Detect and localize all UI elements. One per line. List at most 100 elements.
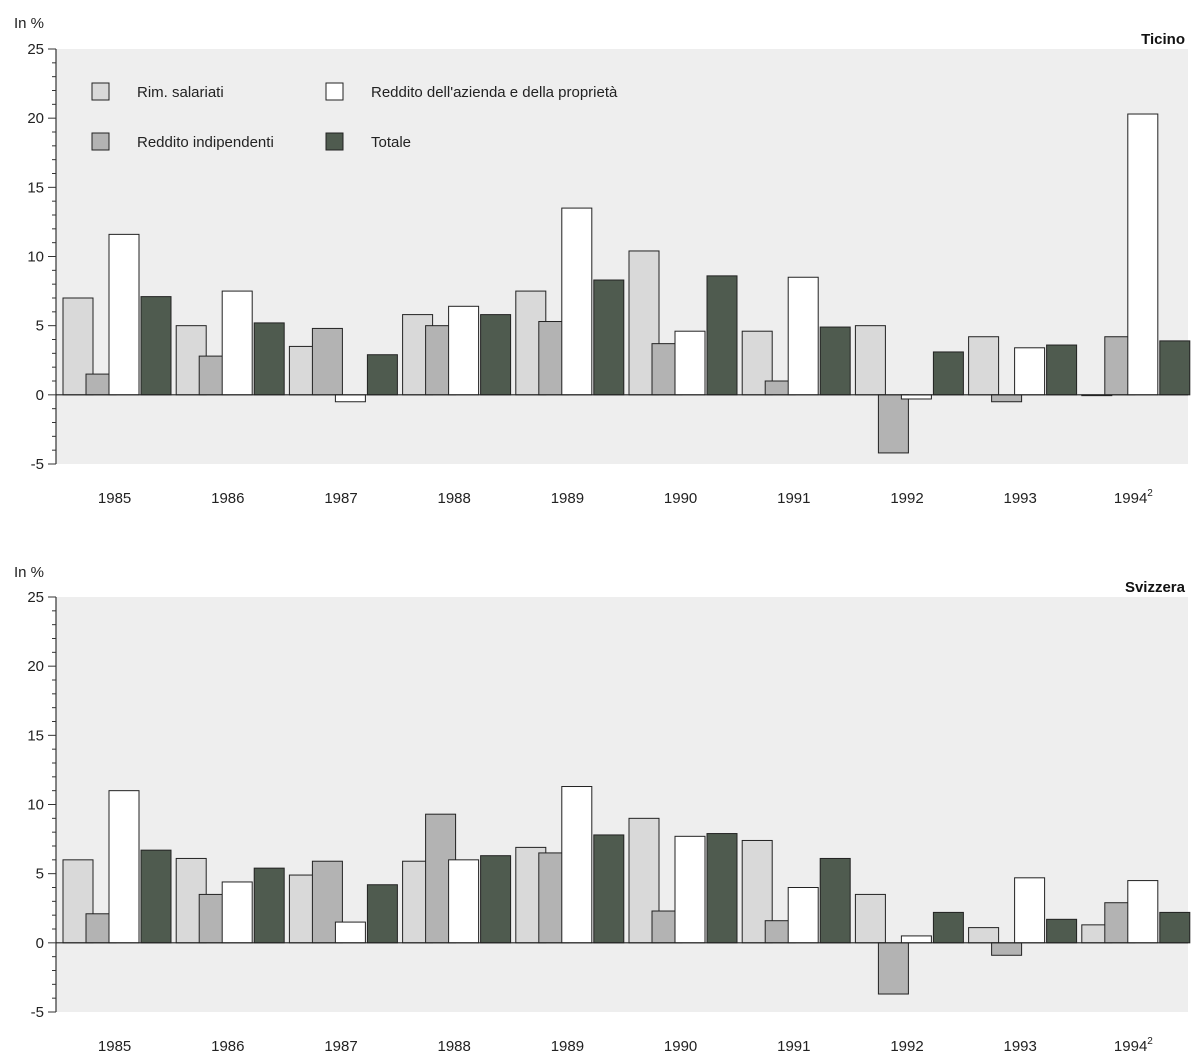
bar-reddito-indipendenti-1993 — [991, 942, 1023, 956]
bar-rim-salariati-1992 — [854, 893, 886, 944]
y-tick-label: 5 — [36, 866, 44, 883]
chart-panel-1: -5 0 5 10 15 20 25 In % Ticino 1985 1986 1987 1988 19… — [14, 15, 1191, 507]
bar-reddito-dell-azienda-e-della-propriet-1993 — [1014, 877, 1046, 944]
bar-reddito-dell-azienda-e-della-propriet-1987 — [334, 921, 366, 944]
bar-reddito-dell-azienda-e-della-propriet-1994 — [1127, 113, 1159, 396]
bar-totale-1988 — [480, 855, 512, 944]
bar-rim-salariati-1992 — [854, 325, 886, 396]
y-tick-label: 5 — [36, 318, 44, 335]
y-tick-label: 25 — [27, 589, 44, 606]
x-tick-label: 1989 — [551, 490, 584, 507]
y-tick-label: 15 — [27, 727, 44, 744]
x-tick-label: 1987 — [324, 490, 357, 507]
x-tick-label: 1992 — [890, 490, 923, 507]
bar-reddito-dell-azienda-e-della-propriet-1987 — [334, 394, 366, 403]
legend: Rim. salariati Reddito indipendenti Reddit… — [91, 82, 618, 151]
y-tick-label: 10 — [27, 249, 44, 266]
bar-reddito-dell-azienda-e-della-propriet-1988 — [448, 859, 480, 944]
x-tick-label: 1987 — [324, 1038, 357, 1055]
bar-reddito-dell-azienda-e-della-propriet-1991 — [787, 887, 819, 944]
x-tick-label: 1988 — [438, 490, 471, 507]
y-tick-label: 0 — [36, 935, 44, 952]
bar-reddito-dell-azienda-e-della-propriet-1990 — [674, 835, 706, 944]
x-tick-label: 19942 — [1114, 1036, 1153, 1055]
legend-swatch — [91, 132, 110, 151]
bar-rim-salariati-1993 — [968, 336, 1000, 396]
x-tick-label: 1986 — [211, 1038, 244, 1055]
bar-reddito-dell-azienda-e-della-propriet-1989 — [561, 786, 593, 944]
bar-reddito-indipendenti-1993 — [991, 394, 1023, 403]
x-tick-label: 1992 — [890, 1038, 923, 1055]
x-tick-label: 1991 — [777, 1038, 810, 1055]
bar-reddito-dell-azienda-e-della-propriet-1991 — [787, 276, 819, 396]
panel-title: Svizzera — [1125, 579, 1186, 596]
x-tick-superscript: 2 — [1147, 488, 1153, 499]
bar-totale-1986 — [253, 322, 285, 396]
bar-reddito-dell-azienda-e-della-propriet-1986 — [221, 881, 253, 944]
bar-reddito-dell-azienda-e-della-propriet-1994 — [1127, 880, 1159, 944]
bar-reddito-indipendenti-1987 — [311, 327, 343, 396]
bar-totale-1994 — [1159, 911, 1191, 944]
x-tick-label: 1989 — [551, 1038, 584, 1055]
bar-totale-1992 — [932, 911, 964, 944]
x-tick-label: 1993 — [1004, 1038, 1037, 1055]
bar-reddito-dell-azienda-e-della-propriet-1993 — [1014, 347, 1046, 396]
bar-reddito-dell-azienda-e-della-propriet-1988 — [448, 305, 480, 396]
x-tick-label: 1986 — [211, 490, 244, 507]
x-tick-label: 19942 — [1114, 488, 1153, 507]
bar-totale-1990 — [706, 275, 738, 396]
bar-totale-1990 — [706, 833, 738, 944]
bar-totale-1985 — [140, 296, 172, 396]
bar-reddito-dell-azienda-e-della-propriet-1985 — [108, 790, 140, 944]
y-tick-label: 20 — [27, 110, 44, 127]
legend-label: Totale — [371, 134, 411, 151]
legend-label: Reddito dell'azienda e della proprietà — [371, 84, 618, 101]
panel-title: Ticino — [1141, 31, 1185, 48]
bar-rim-salariati-1993 — [968, 927, 1000, 944]
y-tick-label: 0 — [36, 387, 44, 404]
bar-totale-1989 — [593, 279, 625, 396]
x-tick-label: 1993 — [1004, 490, 1037, 507]
chart-panel-2: -5 0 5 10 15 20 25 In % Svizzera 1985 1986 1987 1988… — [14, 564, 1191, 1055]
y-tick-label: -5 — [31, 456, 44, 473]
y-tick-label: -5 — [31, 1004, 44, 1021]
x-tick-label: 1990 — [664, 1038, 697, 1055]
bar-totale-1991 — [819, 326, 851, 396]
bar-totale-1994 — [1159, 340, 1191, 396]
bar-reddito-dell-azienda-e-della-propriet-1985 — [108, 233, 140, 396]
bar-reddito-indipendenti-1992 — [877, 394, 909, 454]
bar-totale-1993 — [1046, 344, 1078, 396]
x-tick-label: 1990 — [664, 490, 697, 507]
y-tick-label: 20 — [27, 658, 44, 675]
x-tick-label: 1985 — [98, 490, 131, 507]
x-tick-superscript: 2 — [1147, 1036, 1153, 1047]
bar-reddito-dell-azienda-e-della-propriet-1989 — [561, 207, 593, 396]
legend-label: Reddito indipendenti — [137, 134, 274, 151]
legend-swatch — [325, 82, 344, 101]
bar-totale-1988 — [480, 314, 512, 396]
y-tick-label: 25 — [27, 41, 44, 58]
x-tick-label: 1985 — [98, 1038, 131, 1055]
bar-totale-1993 — [1046, 918, 1078, 944]
y-tick-label: 15 — [27, 179, 44, 196]
bar-totale-1987 — [366, 354, 398, 396]
legend-label: Rim. salariati — [137, 84, 224, 101]
y-axis-unit-label: In % — [14, 15, 44, 32]
bar-totale-1986 — [253, 867, 285, 944]
legend-swatch — [325, 132, 344, 151]
bar-reddito-dell-azienda-e-della-propriet-1990 — [674, 330, 706, 396]
bar-totale-1989 — [593, 834, 625, 944]
legend-swatch — [91, 82, 110, 101]
x-tick-label: 1988 — [438, 1038, 471, 1055]
bar-totale-1991 — [819, 857, 851, 944]
y-tick-label: 10 — [27, 797, 44, 814]
bar-totale-1987 — [366, 884, 398, 944]
bar-totale-1992 — [932, 351, 964, 396]
bar-reddito-indipendenti-1992 — [877, 942, 909, 995]
bar-reddito-dell-azienda-e-della-propriet-1992 — [900, 394, 932, 400]
y-axis-unit-label: In % — [14, 564, 44, 581]
bar-reddito-dell-azienda-e-della-propriet-1992 — [900, 935, 932, 944]
bar-reddito-dell-azienda-e-della-propriet-1986 — [221, 290, 253, 396]
